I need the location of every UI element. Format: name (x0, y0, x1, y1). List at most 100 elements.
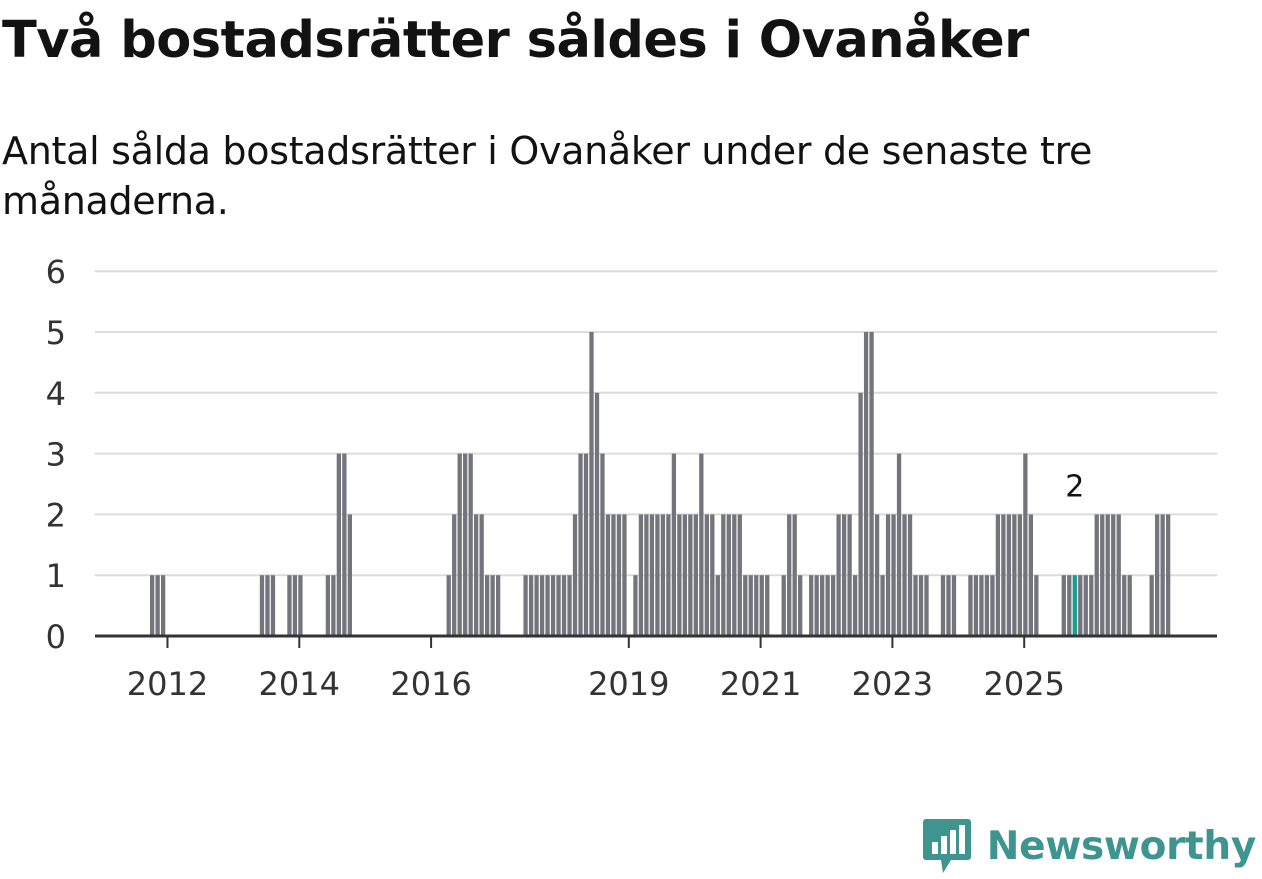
bar (633, 575, 638, 636)
bar (666, 514, 671, 636)
bar (556, 575, 561, 636)
bar (474, 514, 479, 636)
bar (1094, 514, 1099, 636)
bar (446, 575, 451, 636)
bar (946, 575, 951, 636)
bar (594, 392, 600, 636)
bar (995, 514, 1001, 636)
bar (968, 575, 973, 636)
bar (830, 575, 836, 636)
bar (693, 514, 698, 636)
bar (561, 575, 567, 636)
bar (325, 575, 331, 636)
bar (715, 575, 720, 636)
y-tick-label: 0 (46, 618, 66, 656)
bar (160, 575, 166, 636)
bar (583, 453, 589, 636)
bar (737, 514, 742, 636)
bar (534, 575, 539, 636)
brand-name: Newsworthy (986, 823, 1257, 869)
bar (655, 514, 660, 636)
bar (1100, 514, 1105, 636)
x-tick-label: 2014 (259, 665, 340, 703)
bar (792, 514, 797, 636)
bar (765, 575, 770, 636)
bar (1072, 575, 1077, 636)
bar (463, 453, 468, 636)
bar (336, 453, 342, 636)
bar (1061, 575, 1066, 636)
bar-chart: 0 1 2 3 4 5 6 2012 2014 2016 2019 2021 2023 2025 2 (46, 253, 1217, 703)
bar (847, 514, 852, 636)
bar (743, 575, 748, 636)
bars (150, 332, 1171, 636)
x-tick-label: 2012 (127, 665, 208, 703)
bar (841, 514, 847, 636)
x-axis-ticks: 2012 2014 2016 2019 2021 2023 2025 (127, 636, 1065, 703)
bar (913, 575, 918, 636)
bar (951, 575, 957, 636)
bar (1067, 575, 1072, 636)
bar (1001, 514, 1006, 636)
bar (748, 575, 753, 636)
y-tick-label: 6 (46, 253, 66, 291)
bar (677, 514, 682, 636)
bar (809, 575, 814, 636)
y-axis-ticks: 0 1 2 3 4 5 6 (46, 253, 66, 656)
bar (726, 514, 731, 636)
bar (907, 514, 913, 636)
bar (1111, 514, 1116, 636)
bar (710, 514, 715, 636)
bar (1105, 514, 1110, 636)
bar (836, 514, 841, 636)
bar (880, 575, 885, 636)
bar (699, 453, 704, 636)
bar (539, 575, 545, 636)
bar (820, 575, 825, 636)
bar (457, 453, 462, 636)
x-tick-label: 2025 (983, 665, 1064, 703)
bar (732, 514, 737, 636)
bar (1023, 453, 1028, 636)
bar (979, 575, 984, 636)
bar (605, 514, 611, 636)
bar (649, 514, 655, 636)
bar (150, 575, 155, 636)
bar (984, 575, 990, 636)
bar (1034, 575, 1039, 636)
bar (528, 575, 534, 636)
bar (270, 575, 276, 636)
data-labels: 2 (1065, 469, 1084, 504)
bar (1166, 514, 1171, 636)
bar (660, 514, 666, 636)
bar (490, 575, 495, 636)
bar (918, 575, 924, 636)
chart-subtitle: Antal sålda bostadsrätter i Ovanåker und… (2, 129, 1093, 223)
bar (825, 575, 830, 636)
bar (331, 575, 336, 636)
bar (259, 575, 265, 636)
bar (885, 514, 891, 636)
bar (688, 514, 693, 636)
bar (1083, 575, 1088, 636)
bar (495, 575, 501, 636)
bar (798, 575, 803, 636)
bar (973, 575, 979, 636)
bar (682, 514, 688, 636)
bar (990, 575, 995, 636)
bar (863, 332, 869, 636)
bar (611, 514, 616, 636)
y-tick-label: 5 (46, 314, 66, 352)
bar (589, 332, 594, 636)
bar (578, 453, 583, 636)
bar (781, 575, 786, 636)
brand-logo: Newsworthy (922, 817, 1257, 875)
bar (814, 575, 819, 636)
bar (616, 514, 622, 636)
bar (265, 575, 270, 636)
bar (874, 514, 880, 636)
x-tick-label: 2019 (588, 665, 669, 703)
bar (468, 453, 473, 636)
bar (869, 332, 874, 636)
bar (298, 575, 303, 636)
